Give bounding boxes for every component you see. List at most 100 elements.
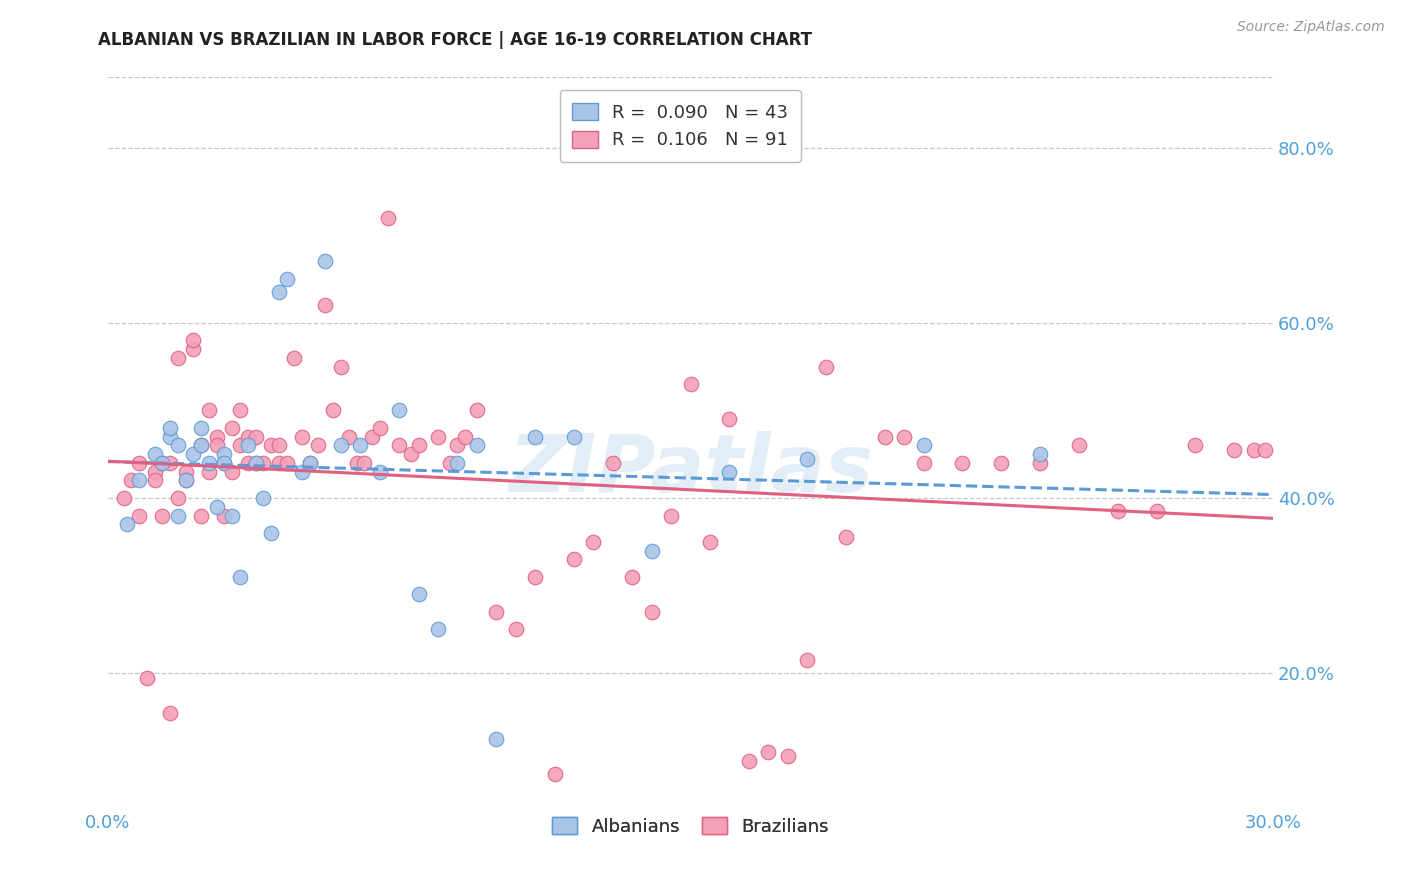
Point <box>1184 438 1206 452</box>
Point <box>990 456 1012 470</box>
Point <box>167 351 190 365</box>
Point <box>245 430 267 444</box>
Point <box>873 430 896 444</box>
Point <box>128 508 150 523</box>
Point <box>388 438 411 452</box>
Point <box>174 474 197 488</box>
Point <box>159 430 181 444</box>
Point <box>562 552 585 566</box>
Point <box>427 430 450 444</box>
Point <box>159 706 181 720</box>
Point <box>214 447 236 461</box>
Point <box>276 272 298 286</box>
Legend: Albanians, Brazilians: Albanians, Brazilians <box>544 810 837 843</box>
Point <box>1029 456 1052 470</box>
Point <box>190 438 212 452</box>
Point <box>267 438 290 452</box>
Point <box>524 570 547 584</box>
Point <box>485 605 508 619</box>
Point <box>815 359 838 374</box>
Point <box>796 451 818 466</box>
Text: ALBANIAN VS BRAZILIAN IN LABOR FORCE | AGE 16-19 CORRELATION CHART: ALBANIAN VS BRAZILIAN IN LABOR FORCE | A… <box>98 31 813 49</box>
Point <box>183 447 205 461</box>
Point <box>738 754 761 768</box>
Point <box>427 623 450 637</box>
Point <box>167 438 190 452</box>
Point <box>159 421 181 435</box>
Point <box>205 500 228 514</box>
Point <box>893 430 915 444</box>
Point <box>796 653 818 667</box>
Point <box>349 438 371 452</box>
Point <box>150 456 173 470</box>
Point <box>143 474 166 488</box>
Point <box>1029 447 1052 461</box>
Point <box>174 465 197 479</box>
Text: ZIPatlas: ZIPatlas <box>508 431 873 509</box>
Point <box>245 456 267 470</box>
Point <box>214 508 236 523</box>
Point <box>221 508 243 523</box>
Point <box>190 438 212 452</box>
Point <box>524 430 547 444</box>
Point <box>718 412 741 426</box>
Point <box>190 421 212 435</box>
Point <box>912 438 935 452</box>
Point <box>322 403 344 417</box>
Point <box>368 465 391 479</box>
Point <box>699 534 721 549</box>
Point <box>330 438 353 452</box>
Point <box>267 285 290 299</box>
Point <box>205 438 228 452</box>
Point <box>143 447 166 461</box>
Point <box>562 430 585 444</box>
Point <box>1067 438 1090 452</box>
Point <box>190 508 212 523</box>
Point <box>1254 442 1277 457</box>
Point <box>174 474 197 488</box>
Point <box>291 430 314 444</box>
Point <box>221 465 243 479</box>
Point <box>439 456 461 470</box>
Point <box>267 456 290 470</box>
Point <box>236 430 259 444</box>
Point <box>159 456 181 470</box>
Point <box>183 342 205 356</box>
Point <box>446 438 468 452</box>
Point <box>183 333 205 347</box>
Point <box>640 605 662 619</box>
Point <box>198 456 221 470</box>
Point <box>198 465 221 479</box>
Point <box>388 403 411 417</box>
Point <box>465 403 488 417</box>
Point <box>776 749 799 764</box>
Point <box>640 543 662 558</box>
Point <box>150 456 173 470</box>
Point <box>283 351 305 365</box>
Point <box>602 456 624 470</box>
Point <box>260 438 283 452</box>
Point <box>117 517 139 532</box>
Point <box>252 491 274 505</box>
Point <box>337 430 360 444</box>
Point <box>1243 442 1265 457</box>
Point <box>835 531 858 545</box>
Point <box>485 731 508 746</box>
Point <box>229 570 252 584</box>
Point <box>214 456 236 470</box>
Point <box>307 438 329 452</box>
Point <box>582 534 605 549</box>
Point <box>454 430 477 444</box>
Point <box>408 438 430 452</box>
Point <box>221 421 243 435</box>
Point <box>236 456 259 470</box>
Point <box>756 745 779 759</box>
Point <box>276 456 298 470</box>
Point <box>143 465 166 479</box>
Point <box>314 298 336 312</box>
Point <box>465 438 488 452</box>
Point <box>659 508 682 523</box>
Text: Source: ZipAtlas.com: Source: ZipAtlas.com <box>1237 20 1385 34</box>
Point <box>112 491 135 505</box>
Point <box>1107 504 1129 518</box>
